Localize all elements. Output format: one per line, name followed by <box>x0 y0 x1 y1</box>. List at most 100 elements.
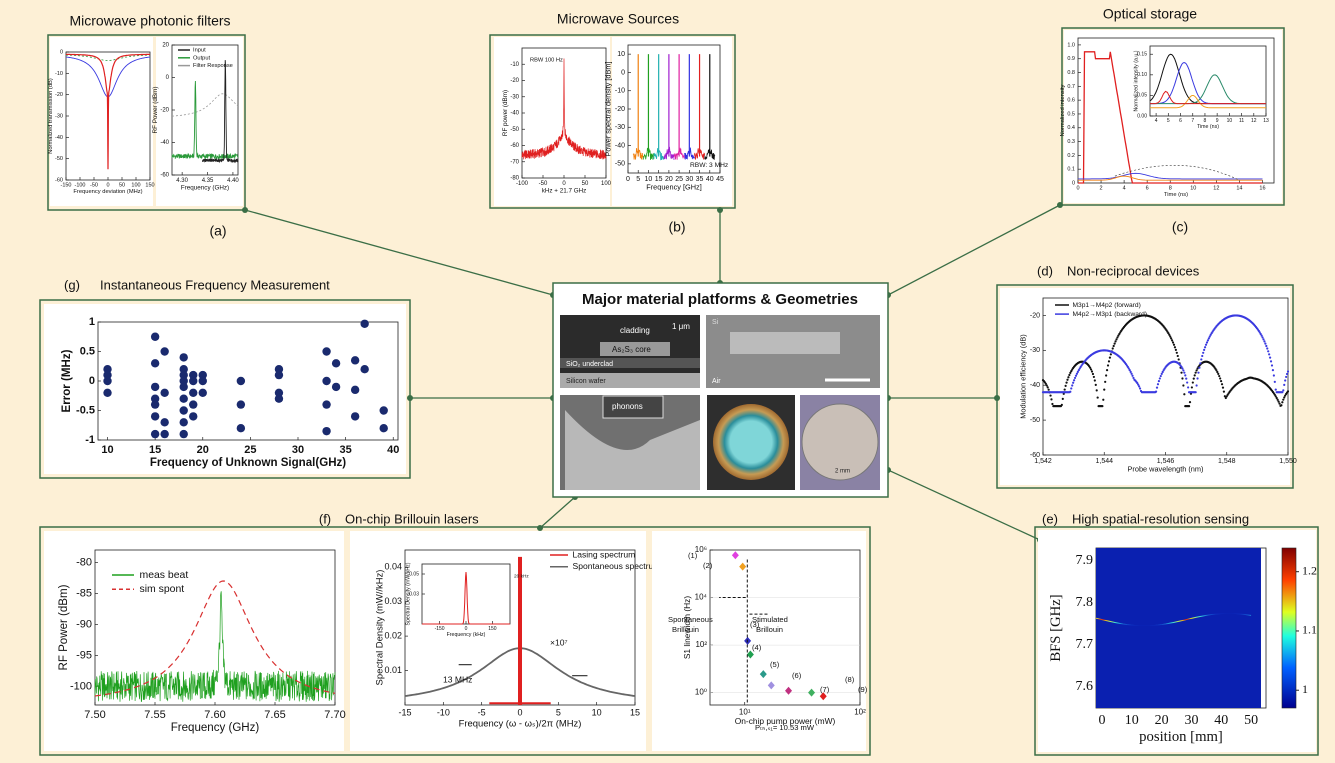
x-tick-label: -150 <box>60 182 71 188</box>
x-tick-label: 0 <box>465 626 468 632</box>
curve-dot <box>1093 379 1096 382</box>
x-tick-label: 50 <box>119 182 125 188</box>
center-title: Major material platforms & Geometries <box>582 291 858 308</box>
connectors <box>244 204 1061 541</box>
curve-dot <box>1095 389 1098 392</box>
curve-dot <box>1222 390 1226 393</box>
x-tick-label: 1,548 <box>1218 458 1236 465</box>
x-tick-label: 10 <box>645 176 653 183</box>
curve <box>66 53 150 170</box>
curve-dot <box>1193 374 1196 377</box>
curve-dot <box>1094 383 1097 386</box>
y-tick-label: 0 <box>89 375 95 387</box>
curve-dot <box>1128 368 1131 372</box>
y-tick-label: 10⁴ <box>695 593 708 602</box>
curve-dot <box>1200 358 1203 361</box>
data-point <box>189 400 198 409</box>
x-tick-label: 6 <box>1179 118 1182 124</box>
curve-dot <box>1091 372 1095 376</box>
curve <box>1150 95 1266 109</box>
image-disk <box>801 403 879 481</box>
curve <box>653 148 665 161</box>
data-point <box>198 376 207 386</box>
curve <box>1150 90 1266 105</box>
x-tick-label: 0 <box>626 176 630 183</box>
curve-dot <box>1185 377 1188 380</box>
data-point <box>274 365 284 374</box>
curve-dot <box>1221 386 1225 389</box>
y-tick-label: -40 <box>615 142 625 149</box>
curve-dot <box>1167 332 1170 335</box>
panel-title: High spatial-resolution sensing <box>1072 511 1249 526</box>
x-tick-label: 10 <box>1190 185 1196 191</box>
curve-dot <box>1049 394 1052 397</box>
curve-dot <box>1169 335 1172 338</box>
image-label: As₂S₃ core <box>612 345 651 354</box>
x-tick-label: 7.70 <box>324 709 345 721</box>
curve-dot <box>1184 374 1187 377</box>
x-axis-label: On-chip pump power (mW) <box>735 716 836 726</box>
x-tick-label: 14 <box>1236 185 1242 191</box>
curve-dot <box>1072 381 1075 384</box>
y-tick-label: 7.6 <box>1076 679 1094 694</box>
chart: 0 10 20 30 40 50 7.6 7.7 7.8 7.9 position [mm] BFS … <box>1038 530 1317 752</box>
connector <box>244 209 554 296</box>
curve-dot <box>1101 405 1104 408</box>
x-tick-label: 7 <box>1191 118 1194 124</box>
y-tick-label: -60 <box>55 177 63 183</box>
colorbar-tick-label: 1.2 <box>1302 563 1317 577</box>
curve-dot <box>1266 347 1269 350</box>
data-point <box>350 385 360 395</box>
data-point <box>322 376 331 386</box>
curve-dot <box>1158 377 1161 380</box>
panel-title: Microwave photonic filters <box>69 13 230 29</box>
y-tick-label: -50 <box>615 161 625 168</box>
curve-dot <box>1172 343 1176 346</box>
dot <box>537 525 543 531</box>
curve-dot <box>1220 383 1224 386</box>
curve-dot <box>1224 396 1227 400</box>
curve-dot <box>1076 370 1079 373</box>
panel-label: (b) <box>668 219 685 235</box>
data-point <box>236 400 246 409</box>
curve-dot <box>1072 379 1076 382</box>
panel-label: (c) <box>1172 219 1188 235</box>
curve-dot <box>1183 371 1186 374</box>
curve <box>94 591 336 702</box>
curve-dot <box>1132 376 1135 380</box>
curve <box>673 147 685 160</box>
legend-label: Filter Response <box>193 63 233 69</box>
panel-label: (a) <box>209 223 226 239</box>
data-point <box>103 376 112 386</box>
curve-dot <box>1203 348 1206 351</box>
curve-dot <box>1281 401 1284 404</box>
curve-dot <box>1207 337 1210 340</box>
x-tick-label: 100 <box>131 182 140 188</box>
y-tick-label: -30 <box>615 124 625 131</box>
curve-dot <box>1281 391 1284 394</box>
data-point <box>150 382 160 392</box>
panel-title: Microwave Sources <box>557 11 679 27</box>
curve-dot <box>1105 369 1109 372</box>
curve <box>1078 172 1263 180</box>
x-tick-label: 1,542 <box>1034 458 1052 465</box>
panel-title: On-chip Brillouin lasers <box>345 511 479 526</box>
annotation: (3) <box>750 620 760 629</box>
data-point <box>179 370 188 380</box>
curve-dot <box>1268 356 1272 359</box>
data-point <box>322 400 331 409</box>
connector <box>887 204 1061 296</box>
curve <box>94 580 336 697</box>
x-axis-label: kHz + 21.7 GHz <box>542 187 587 194</box>
spike <box>518 556 522 705</box>
curve-dot <box>1216 370 1219 374</box>
x-tick-label: 7.50 <box>84 709 105 721</box>
x-tick-label: 2 <box>1100 185 1103 191</box>
curve-dot <box>1068 373 1071 377</box>
x-tick-label: 9 <box>1216 118 1219 124</box>
colorbar-tick-label: 1.1 <box>1302 623 1317 637</box>
y-axis-label: RF power (dBm) <box>502 90 509 136</box>
data-point <box>179 353 188 362</box>
curve-dot <box>1069 390 1072 393</box>
